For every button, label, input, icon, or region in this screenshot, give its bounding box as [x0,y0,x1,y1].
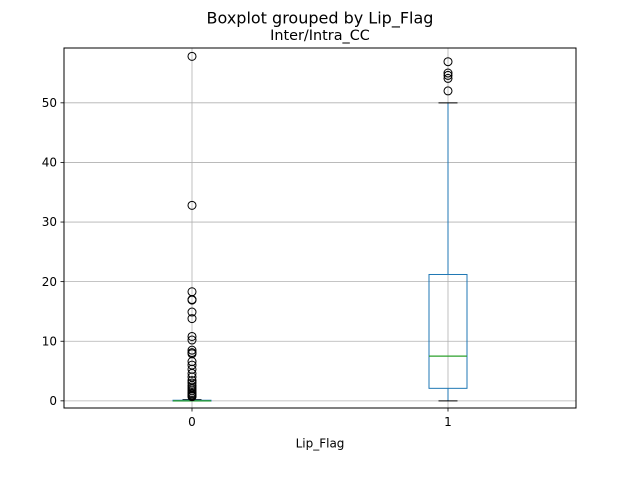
outlier-point [187,314,197,324]
outlier-point [187,295,197,305]
outlier-point [187,345,197,355]
y-tick-label: 10 [42,334,57,348]
outlier-point [443,57,453,67]
box-group-1 [428,57,468,402]
iqr-box [428,273,468,389]
y-axis-ticks: 0 10 20 30 40 50 [42,96,64,408]
y-tick-label: 40 [42,156,57,170]
x-tick-label: 0 [188,415,196,429]
outlier-point [443,68,453,78]
boxes [172,51,468,402]
outlier-point [187,200,197,210]
outlier-point [187,331,197,341]
outlier-point [187,51,197,61]
outlier-point [443,86,453,96]
outlier-point [187,392,197,402]
x-tick-label: 1 [444,415,452,429]
box-group-0 [172,51,212,402]
y-tick-label: 20 [42,275,57,289]
y-tick-label: 30 [42,215,57,229]
outlier-point [187,307,197,317]
y-tick-label: 0 [49,394,57,408]
y-tick-label: 50 [42,96,57,110]
outlier-point [443,70,453,80]
x-axis-label: Lip_Flag [296,437,345,451]
chart-suptitle: Boxplot grouped by Lip_Flag [207,9,434,29]
chart-title: Inter/Intra_CC [270,28,370,44]
outlier-point [443,73,453,83]
outlier-point [187,335,197,345]
outlier-point [187,368,197,378]
plot-area-frame [63,47,577,409]
